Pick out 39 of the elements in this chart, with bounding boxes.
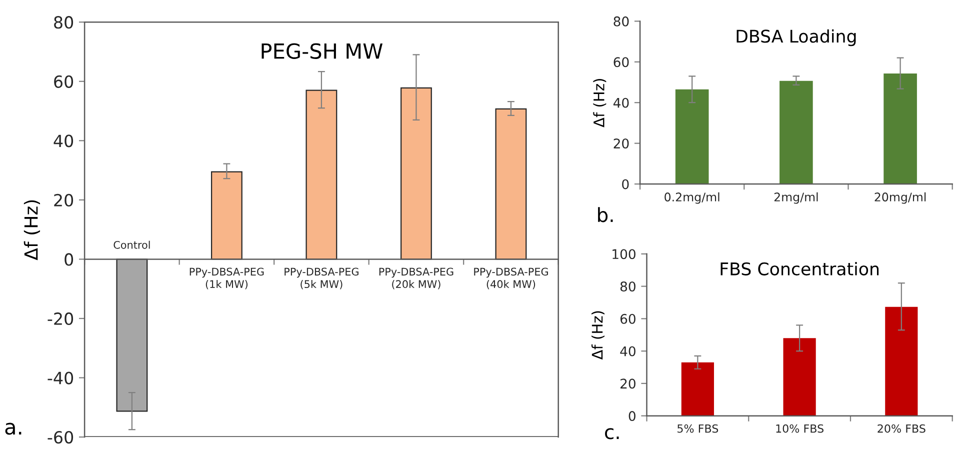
y-axis-title: Δf (Hz) xyxy=(593,78,606,128)
y-tick-label: -40 xyxy=(48,372,74,384)
text: a. xyxy=(5,422,22,435)
y-tick-label: 60 xyxy=(614,57,629,68)
x-tick-label: 5% FBS xyxy=(678,424,718,433)
x-tick-label: PPy-DBSA-PEG (1k MW) xyxy=(190,268,264,290)
y-tick-label: 100 xyxy=(612,249,636,260)
y-axis-title: Δf (Hz) xyxy=(591,311,604,360)
y-tick-label: 20 xyxy=(614,138,629,149)
x-tick-label: PPy-DBSA-PEG (5k MW) xyxy=(284,268,358,290)
y-tick-label: 60 xyxy=(54,75,74,88)
y-tick-label: 40 xyxy=(54,134,74,148)
y-tick-label: 80 xyxy=(614,16,629,26)
x-tick-label: 10% FBS xyxy=(776,424,824,433)
y-tick-label: 0 xyxy=(622,179,629,190)
y-tick-label: -60 xyxy=(48,430,74,444)
x-tick-label: 20mg/ml xyxy=(874,192,926,204)
x-tick-label: PPy-DBSA-PEG (40k MW) xyxy=(474,268,548,290)
x-tick-label: 20% FBS xyxy=(878,424,926,433)
y-tick-label: 40 xyxy=(620,346,636,356)
x-tick-label: 0.2mg/ml xyxy=(664,192,720,204)
y-tick-label: 80 xyxy=(620,282,636,292)
y-tick-label: 40 xyxy=(613,98,629,108)
chart-title: FBS Concentration xyxy=(720,262,879,276)
y-tick-label: -20 xyxy=(48,312,74,326)
y-tick-label: 0 xyxy=(628,411,636,422)
x-tick-label: PPy-DBSA-PEG (20k MW) xyxy=(379,268,454,290)
x-tick-label: Control xyxy=(114,240,150,249)
y-tick-label: 20 xyxy=(54,194,74,206)
y-tick-label: 20 xyxy=(620,378,636,389)
chart-title: DBSA Loading xyxy=(736,29,856,46)
text: c. xyxy=(605,428,619,440)
x-tick-label: 2mg/ml xyxy=(774,192,818,204)
text: b. xyxy=(598,207,613,222)
y-axis-title: Δf (Hz) xyxy=(24,200,40,260)
y-tick-label: 60 xyxy=(620,314,636,324)
text: PEG-SH MW xyxy=(262,43,383,59)
y-tick-label: 0 xyxy=(64,253,74,266)
y-tick-label: 80 xyxy=(54,16,74,29)
